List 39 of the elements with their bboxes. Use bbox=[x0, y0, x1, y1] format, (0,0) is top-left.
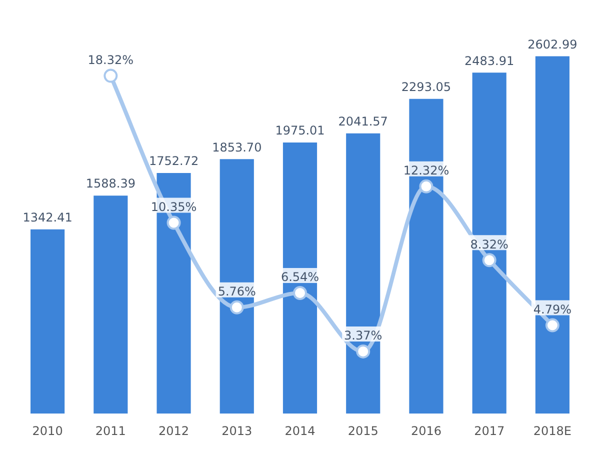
data-label: 5.76% bbox=[218, 284, 256, 299]
data-label: 12.32% bbox=[403, 164, 450, 178]
data-label: 1975.01 bbox=[275, 124, 325, 138]
x-tick-label: 2014 bbox=[284, 424, 316, 438]
x-tick-label: 2016 bbox=[410, 424, 442, 438]
point bbox=[293, 286, 307, 300]
data-label: 2293.05 bbox=[401, 80, 452, 94]
data-label: 2483.91 bbox=[464, 54, 514, 68]
data-label: 8.32% bbox=[470, 237, 508, 252]
data-label: 1853.70 bbox=[212, 140, 262, 154]
bar bbox=[282, 142, 318, 414]
data-label: 6.54% bbox=[280, 270, 320, 284]
bar bbox=[346, 133, 380, 414]
point bbox=[166, 216, 181, 230]
x-tick-label: 2012 bbox=[158, 424, 190, 438]
point bbox=[419, 179, 434, 194]
data-label: 1752.72 bbox=[148, 154, 199, 168]
data-label: 4.79% bbox=[533, 302, 572, 316]
x-tick-label: 2017 bbox=[474, 424, 505, 438]
x-tick-label: 2011 bbox=[95, 424, 126, 438]
x-tick-label: 2013 bbox=[222, 424, 252, 438]
data-label: 1342.41 bbox=[22, 210, 72, 224]
data-label: 2041.57 bbox=[338, 114, 388, 128]
bar bbox=[472, 72, 506, 414]
data-label: 1588.39 bbox=[86, 176, 136, 191]
x-tick-label: 2018E bbox=[533, 424, 572, 438]
point bbox=[104, 68, 118, 83]
point bbox=[545, 318, 560, 332]
bar bbox=[30, 229, 65, 414]
bar bbox=[94, 196, 128, 414]
point bbox=[482, 253, 496, 268]
data-label: 10.35% bbox=[150, 200, 197, 214]
data-label: 2602.99 bbox=[528, 37, 578, 52]
data-label: 3.37% bbox=[344, 328, 382, 343]
x-tick-label: 2015 bbox=[348, 424, 378, 438]
point bbox=[356, 344, 370, 358]
data-label: 18.32% bbox=[88, 52, 134, 67]
point bbox=[230, 300, 244, 314]
x-tick-label: 2010 bbox=[32, 424, 63, 438]
